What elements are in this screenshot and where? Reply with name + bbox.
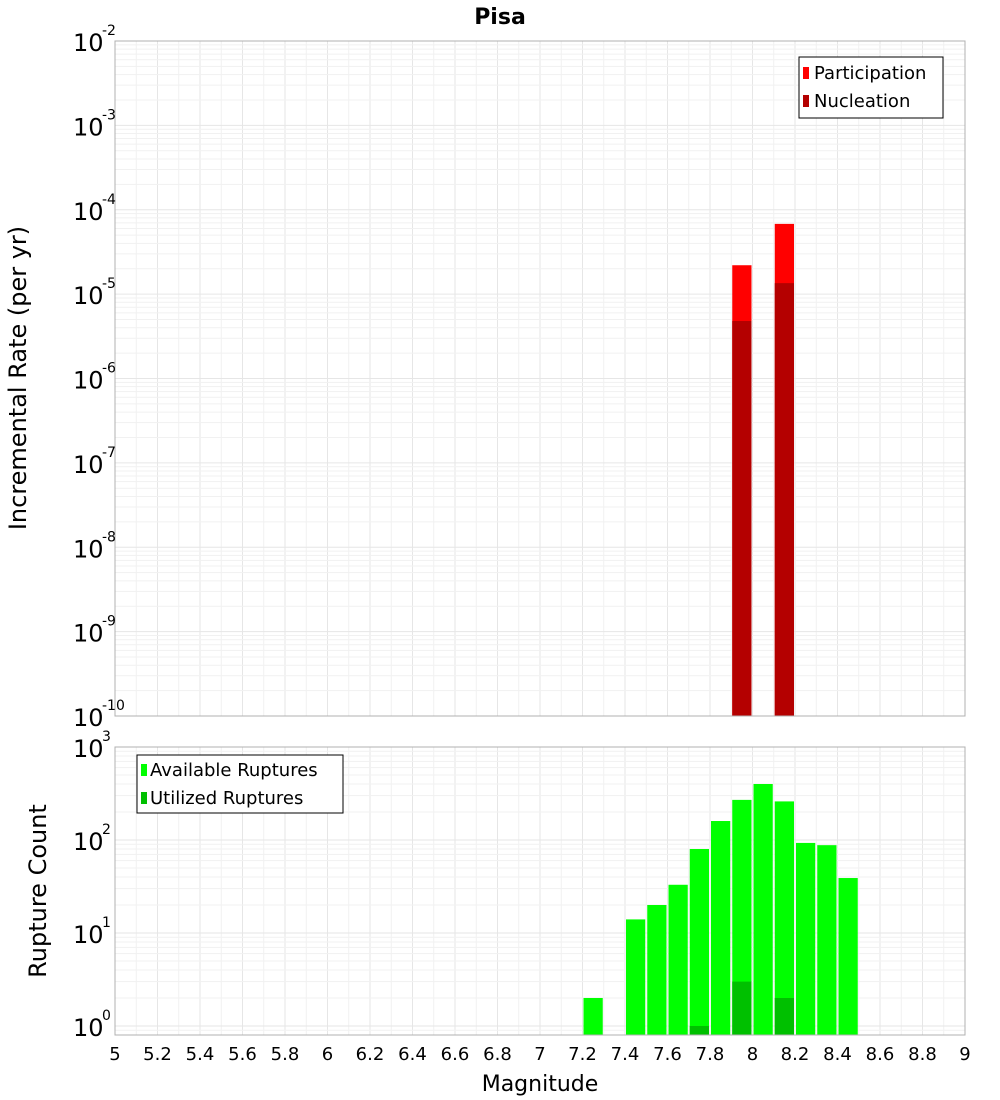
x-tick-label: 7.2: [568, 1044, 597, 1065]
y-tick-exponent: -4: [102, 192, 116, 208]
x-axis-label: Magnitude: [482, 1072, 599, 1097]
bottom-plot-border: [114, 746, 966, 1036]
y-tick-exponent: 2: [102, 822, 111, 838]
x-tick-label: 7.8: [696, 1044, 725, 1065]
y-tick-label: 10: [73, 282, 104, 310]
bar-utilized-ruptures: [689, 1025, 709, 1035]
bar-available-ruptures: [626, 919, 646, 1035]
legend-swatch-utilized-ruptures: [141, 792, 147, 804]
x-tick-label: 8.2: [781, 1044, 810, 1065]
y-tick-label: 10: [73, 735, 104, 763]
legend-swatch-nucleation: [803, 95, 809, 107]
x-tick-label: 7: [534, 1044, 545, 1065]
y-tick-exponent: -10: [102, 698, 125, 714]
top-plot-border: [114, 40, 966, 717]
x-tick-label: 7.4: [611, 1044, 640, 1065]
x-tick-label: 6.4: [398, 1044, 427, 1065]
y-tick-label: 10: [73, 198, 104, 226]
bar-available-ruptures: [732, 799, 752, 1035]
bar-available-ruptures: [583, 997, 603, 1035]
y-tick-label: 10: [73, 367, 104, 395]
bar-available-ruptures: [668, 884, 688, 1035]
legend-swatch-available-ruptures: [141, 764, 147, 776]
y-tick-exponent: 0: [102, 1008, 111, 1024]
top-gridlines: [114, 40, 966, 717]
bar-available-ruptures: [774, 801, 794, 1035]
y-tick-exponent: -3: [102, 107, 116, 123]
x-tick-label: 5.8: [271, 1044, 300, 1065]
y-tick-label: 10: [73, 828, 104, 856]
y-tick-label: 10: [73, 451, 104, 479]
x-tick-label: 8.4: [823, 1044, 852, 1065]
x-tick-label: 5.6: [228, 1044, 257, 1065]
x-tick-label: 5.4: [186, 1044, 215, 1065]
x-tick-label: 8: [747, 1044, 758, 1065]
bar-utilized-ruptures: [774, 997, 794, 1035]
x-tick-label: 9: [959, 1044, 970, 1065]
x-tick-label: 5.2: [143, 1044, 172, 1065]
top-legend-box: [798, 56, 944, 119]
bar-available-ruptures: [689, 849, 709, 1035]
chart-title: Pisa: [474, 5, 526, 30]
y-tick-exponent: -2: [102, 23, 116, 39]
y-tick-label: 10: [73, 1014, 104, 1042]
legend-label-utilized-ruptures: Utilized Ruptures: [150, 788, 303, 809]
y-tick-exponent: -6: [102, 361, 116, 377]
bar-available-ruptures: [647, 904, 667, 1035]
bar-available-ruptures: [711, 821, 731, 1035]
y-tick-label: 10: [73, 29, 104, 57]
legend-label-available-ruptures: Available Ruptures: [150, 760, 318, 781]
x-tick-label: 5: [109, 1044, 120, 1065]
top-bars: [732, 223, 794, 716]
y-tick-label: 10: [73, 113, 104, 141]
bar-available-ruptures: [817, 845, 837, 1035]
bar-utilized-ruptures: [732, 981, 752, 1035]
x-tick-label: 6: [322, 1044, 333, 1065]
bar-nucleation: [732, 321, 752, 716]
legend-label-participation: Participation: [814, 63, 926, 84]
x-tick-label: 6.2: [356, 1044, 385, 1065]
bottom-legend: Available Ruptures Utilized Ruptures: [136, 754, 344, 814]
top-legend: Participation Nucleation: [798, 56, 944, 119]
x-ticks: 5 5.2 5.4 5.6 5.8 6 6.2 6.4 6.6 6.8 7 7.2 7.4 7.6 7.8 8…: [109, 1044, 970, 1065]
y-tick-exponent: -9: [102, 614, 116, 630]
y-tick-label: 10: [73, 620, 104, 648]
y-tick-exponent: -8: [102, 529, 116, 545]
bar-nucleation: [774, 283, 794, 716]
bottom-legend-box: [136, 754, 344, 814]
bottom-bars: [583, 784, 858, 1035]
bar-available-ruptures: [753, 784, 773, 1035]
bar-available-ruptures: [838, 878, 858, 1035]
y-tick-exponent: -5: [102, 276, 116, 292]
x-tick-label: 6.6: [441, 1044, 470, 1065]
y-tick-exponent: -7: [102, 445, 116, 461]
y-tick-exponent: 3: [102, 729, 111, 745]
x-tick-label: 8.6: [866, 1044, 895, 1065]
top-y-axis-label: Incremental Rate (per yr): [4, 226, 32, 530]
x-tick-label: 7.6: [653, 1044, 682, 1065]
y-tick-label: 10: [73, 921, 104, 949]
x-tick-label: 8.8: [908, 1044, 937, 1065]
y-tick-label: 10: [73, 535, 104, 563]
bar-available-ruptures: [796, 842, 816, 1035]
y-tick-label: 10: [73, 704, 104, 732]
x-tick-label: 6.8: [483, 1044, 512, 1065]
legend-swatch-participation: [803, 67, 809, 79]
legend-label-nucleation: Nucleation: [814, 91, 910, 112]
bottom-y-axis-label: Rupture Count: [24, 804, 52, 978]
y-tick-exponent: 1: [102, 915, 111, 931]
